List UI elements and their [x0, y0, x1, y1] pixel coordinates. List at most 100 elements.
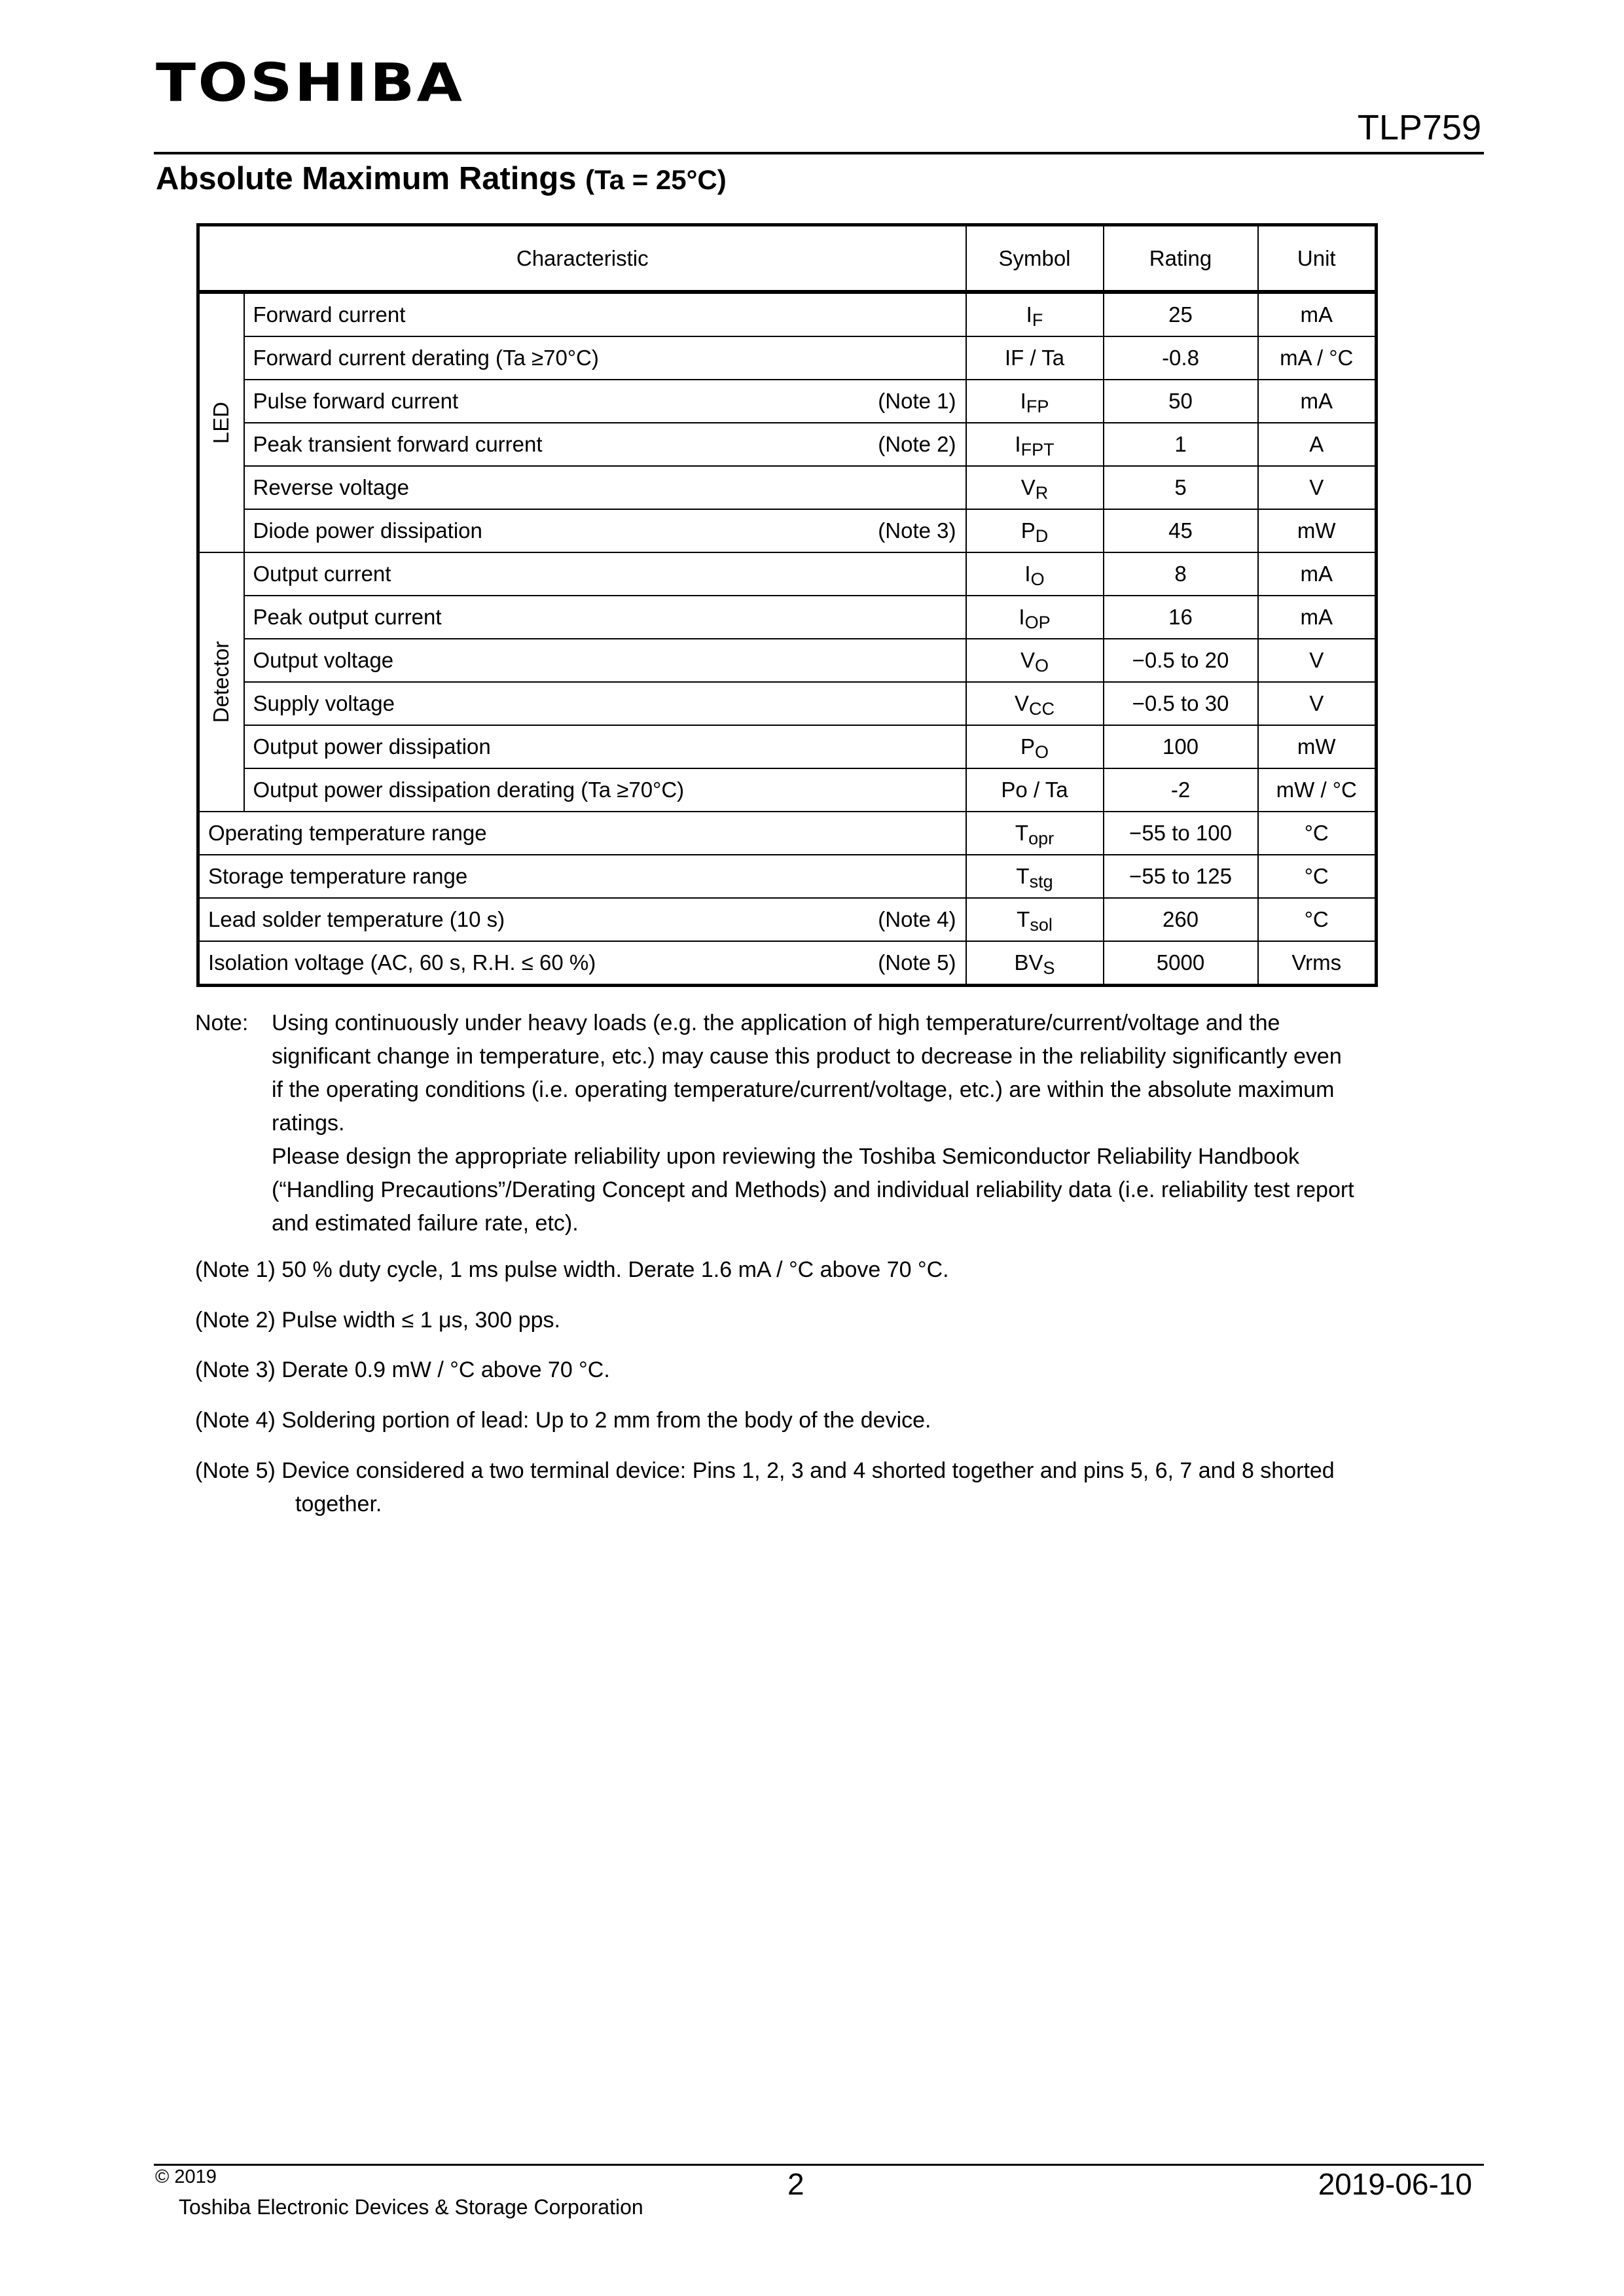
document-date: 2019-06-10 [1318, 2167, 1472, 2201]
group-label: Detector [209, 641, 234, 723]
symbol: BV [1014, 950, 1043, 975]
table-row: Lead solder temperature (10 s) (Note 4) Ts… [197, 897, 1377, 942]
note-line: significant change in temperature, etc.)… [272, 1044, 1342, 1069]
symbol-subscript: S [1043, 958, 1055, 978]
symbol: V [1020, 475, 1036, 499]
note-item-text: Derate 0.9 mW / °C above 70 °C. [281, 1357, 610, 1382]
symbol-cell: PO [965, 725, 1104, 769]
characteristic-name: Pulse forward current [253, 389, 459, 413]
unit-value: V [1257, 681, 1377, 726]
characteristic-name: Output power dissipation derating (Ta ≥7… [253, 778, 685, 802]
unit-value: mW [1257, 509, 1377, 553]
rating-value: −55 to 100 [1102, 811, 1259, 855]
note-item-4: (Note 4) Soldering portion of lead: Up t… [195, 1404, 1478, 1437]
characteristic-cell: Storage temperature range [197, 854, 967, 899]
symbol-cell: IOP [965, 595, 1104, 639]
group-label: LED [209, 401, 234, 444]
rating-value: 45 [1102, 509, 1259, 553]
characteristic-name: Operating temperature range [208, 821, 487, 845]
note-line: Please design the appropriate reliabilit… [272, 1144, 1299, 1169]
copyright: © 2019 [155, 2166, 217, 2187]
symbol-cell: Po / Ta [965, 768, 1104, 812]
symbol-cell: IFP [965, 379, 1104, 423]
group-label-led: LED [197, 291, 245, 553]
unit-value: A [1257, 422, 1377, 467]
note-line: and estimated failure rate, etc). [272, 1211, 579, 1236]
characteristic-cell: Output power dissipation [243, 725, 967, 769]
characteristic-name: Forward current [253, 302, 406, 327]
characteristic-cell: Forward current derating (Ta ≥70°C) [243, 336, 967, 380]
rating-value: 260 [1102, 897, 1259, 942]
rating-value: 5 [1102, 465, 1259, 510]
rating-value: 1 [1102, 422, 1259, 467]
table-row: Reverse voltage VR 5 V [198, 465, 1377, 510]
header-divider [154, 152, 1484, 154]
note-item-continuation: together. [295, 1492, 382, 1516]
note-ref: (Note 2) [878, 432, 956, 456]
symbol-cell: IF [965, 291, 1104, 337]
characteristic-name: Isolation voltage (AC, 60 s, R.H. ≤ 60 %… [208, 950, 596, 975]
characteristic-name: Forward current derating (Ta ≥70°C) [253, 346, 599, 370]
symbol: Po / Ta [1001, 778, 1068, 802]
table-row: Output voltage VO −0.5 to 20 V [198, 638, 1377, 683]
symbol-subscript: CC [1029, 699, 1055, 719]
table-row: LED Forward current IF 25 mA [197, 291, 1377, 553]
rating-value: 8 [1102, 552, 1259, 596]
table-row: Diode power dissipation (Note 3) PD 45 mW [198, 509, 1377, 553]
company-name: Toshiba Electronic Devices & Storage Cor… [179, 2195, 643, 2219]
note-line: (“Handling Precautions”/Derating Concept… [272, 1177, 1354, 1202]
characteristic-cell: Isolation voltage (AC, 60 s, R.H. ≤ 60 %… [197, 941, 967, 986]
column-header-unit: Unit [1257, 224, 1377, 294]
characteristic-cell: Operating temperature range [197, 811, 967, 855]
unit-value: mA [1257, 552, 1377, 596]
symbol: I [1019, 605, 1025, 629]
unit-value: °C [1257, 897, 1377, 942]
unit-value: mA [1257, 291, 1377, 337]
symbol: IF / Ta [1004, 346, 1065, 370]
characteristic-cell: Pulse forward current (Note 1) [243, 379, 967, 423]
unit-value: V [1257, 638, 1377, 683]
characteristic-name: Reverse voltage [253, 475, 409, 499]
characteristic-name: Diode power dissipation [253, 518, 482, 543]
column-header-rating: Rating [1102, 224, 1259, 294]
rating-value: −55 to 125 [1102, 854, 1259, 899]
unit-value: mW [1257, 725, 1377, 769]
toshiba-logo: TOSHIBA [156, 52, 465, 113]
note-item-label: (Note 5) [195, 1458, 276, 1483]
table-row: Forward current derating (Ta ≥70°C) IF / … [198, 336, 1377, 380]
table-row: Peak transient forward current (Note 2) IF… [198, 422, 1377, 467]
unit-value: °C [1257, 811, 1377, 855]
note-item-text: Soldering portion of lead: Up to 2 mm fr… [281, 1408, 931, 1433]
note-item-1: (Note 1) 50 % duty cycle, 1 ms pulse wid… [195, 1253, 1478, 1287]
part-number: TLP759 [1357, 108, 1481, 147]
unit-value: mW / °C [1257, 768, 1377, 812]
note-item-5: (Note 5) Device considered a two termina… [195, 1454, 1478, 1521]
rating-value: −0.5 to 20 [1102, 638, 1259, 683]
symbol-cell: BVS [965, 941, 1104, 986]
rating-value: -2 [1102, 768, 1259, 812]
characteristic-name: Output voltage [253, 648, 394, 672]
symbol: I [1026, 302, 1032, 327]
ratings-table: Characteristic Symbol Rating Unit LED For… [196, 223, 1378, 987]
characteristic-cell: Forward current [243, 291, 967, 337]
symbol-cell: Tstg [965, 854, 1104, 899]
column-header-characteristic: Characteristic [197, 224, 967, 294]
symbol: I [1024, 562, 1031, 586]
symbol-subscript: O [1035, 742, 1049, 762]
symbol-subscript: FP [1026, 397, 1049, 416]
table-row: Pulse forward current (Note 1) IFP 50 mA [198, 379, 1377, 423]
unit-value: mA [1257, 595, 1377, 639]
symbol: T [1017, 907, 1030, 931]
symbol-subscript: R [1035, 483, 1049, 503]
note-item-3: (Note 3) Derate 0.9 mW / °C above 70 °C. [195, 1354, 1478, 1387]
characteristic-name: Storage temperature range [208, 864, 468, 888]
note-ref: (Note 4) [878, 907, 956, 931]
symbol-cell: VO [965, 638, 1104, 683]
symbol: V [1020, 648, 1035, 672]
unit-value: Vrms [1257, 941, 1377, 986]
symbol-subscript: F [1032, 310, 1043, 330]
unit-value: °C [1257, 854, 1377, 899]
rating-value: 16 [1102, 595, 1259, 639]
symbol: V [1014, 691, 1029, 715]
symbol-subscript: D [1035, 526, 1049, 546]
